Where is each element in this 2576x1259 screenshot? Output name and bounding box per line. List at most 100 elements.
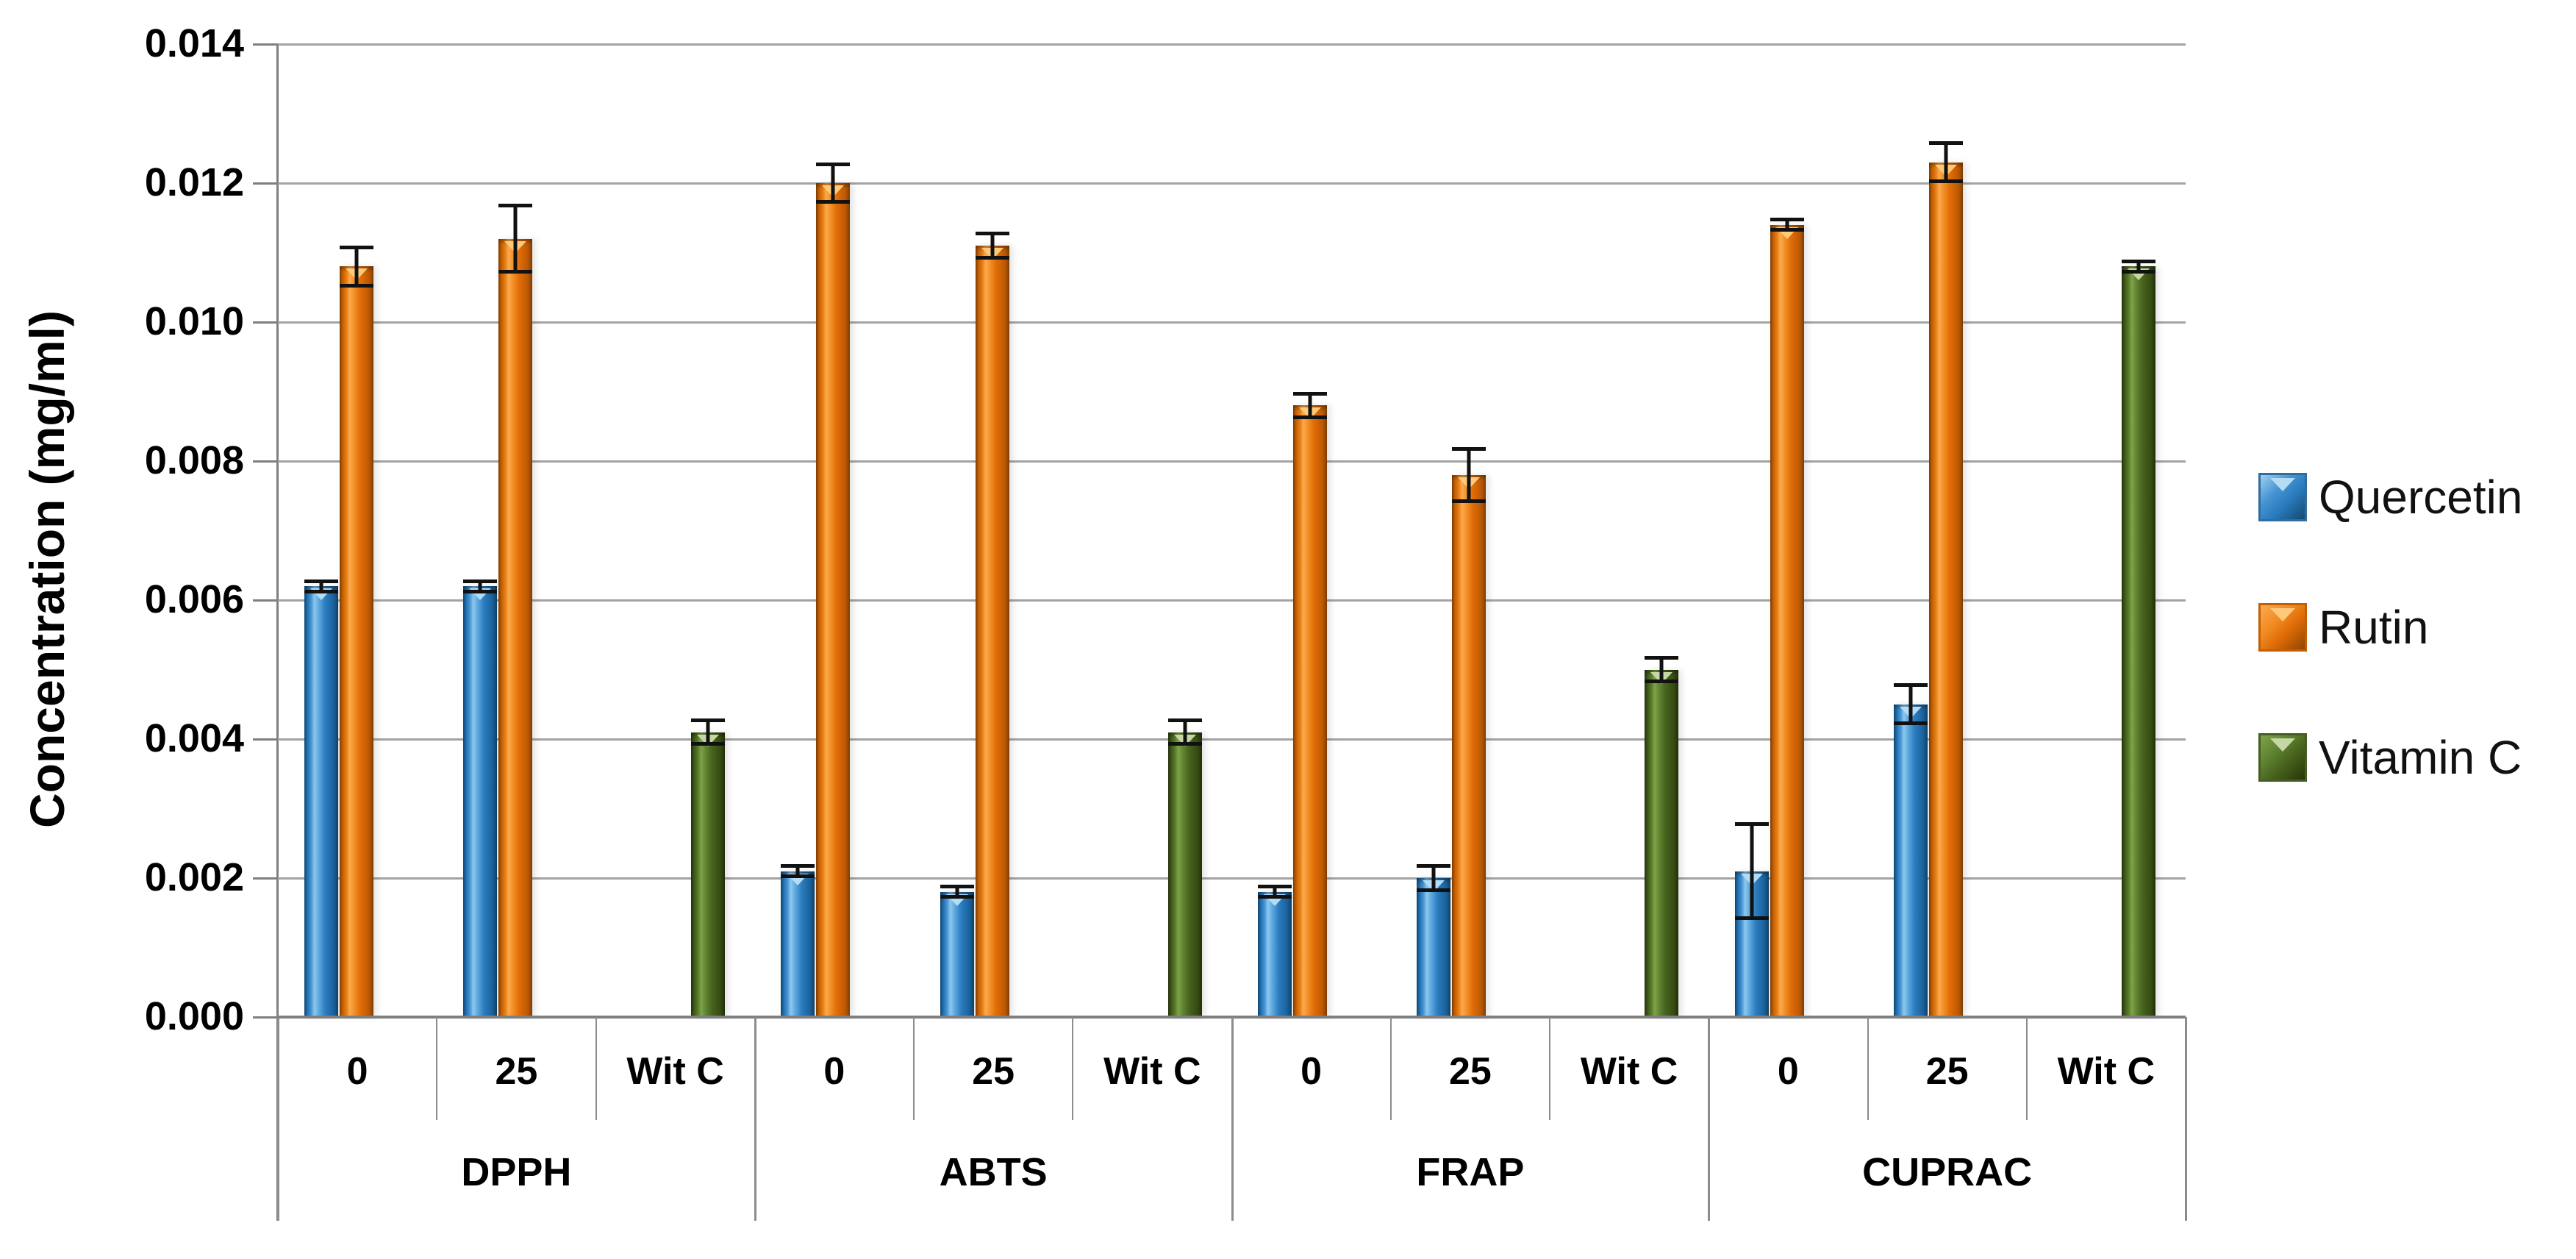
- error-bar: [781, 864, 815, 878]
- error-bar: [1452, 447, 1486, 503]
- gridline: [278, 599, 2186, 602]
- error-bar-cap-bottom: [975, 255, 1009, 260]
- legend-swatch-vitaminc: [2258, 733, 2307, 782]
- error-bar-line: [706, 718, 710, 746]
- error-bar: [1929, 141, 1964, 183]
- error-bar-cap-top: [1734, 822, 1769, 827]
- bar-quercetin-dpph-25: [462, 586, 497, 1017]
- y-axis-tick: [253, 43, 278, 46]
- y-tick-label: 0.014: [144, 21, 244, 65]
- bar-quercetin-dpph-0: [304, 586, 338, 1017]
- legend-swatch-quercetin: [2258, 473, 2307, 521]
- error-bar-line: [955, 885, 959, 899]
- bar-quercetin-abts-25: [940, 891, 974, 1017]
- legend-item-rutin: Rutin: [2258, 601, 2428, 654]
- error-bar-cap-top: [462, 579, 497, 583]
- bar-rutin-dpph-0: [339, 266, 373, 1017]
- error-bar: [1770, 218, 1804, 232]
- y-tick-label: 0.010: [144, 299, 244, 343]
- y-axis-tick: [253, 599, 278, 602]
- legend-swatch-rutin: [2258, 603, 2307, 652]
- x-axis-cell-divider: [1549, 1017, 1550, 1120]
- error-bar-cap-bottom: [940, 895, 974, 899]
- y-axis-tick: [253, 877, 278, 880]
- gridline: [278, 738, 2186, 741]
- legend-label: Rutin: [2319, 601, 2429, 654]
- y-tick-label: 0.004: [144, 716, 244, 760]
- error-bar: [1734, 822, 1769, 920]
- bar-quercetin-frap-25: [1417, 878, 1451, 1017]
- x-subcategory-label: 25: [1448, 1050, 1492, 1093]
- y-axis-line: [276, 44, 279, 1221]
- bar-quercetin-cuprac-25: [1894, 704, 1928, 1017]
- error-bar-line: [319, 579, 323, 593]
- error-bar-cap-top: [304, 579, 338, 583]
- error-bar-line: [1308, 391, 1312, 420]
- error-bar-line: [354, 246, 359, 288]
- error-bar: [498, 204, 532, 274]
- gridline: [278, 321, 2186, 324]
- x-axis-group-divider: [754, 1017, 756, 1221]
- error-bar-cap-bottom: [339, 283, 373, 288]
- x-subcategory-label: 0: [346, 1050, 368, 1093]
- error-bar-line: [1785, 218, 1789, 232]
- error-bar-line: [1750, 822, 1754, 920]
- bar-rutin-cuprac-25: [1929, 162, 1964, 1017]
- error-bar-cap-top: [1894, 683, 1928, 688]
- error-bar-cap-bottom: [1293, 415, 1328, 420]
- bar-rutin-frap-25: [1452, 474, 1486, 1017]
- x-group-label-frap: FRAP: [1416, 1150, 1525, 1194]
- error-bar-cap-top: [1258, 885, 1292, 889]
- x-subcategory-label: 0: [823, 1050, 845, 1093]
- error-bar: [1894, 683, 1928, 726]
- error-bar: [1293, 391, 1328, 420]
- y-tick-label: 0.012: [144, 160, 244, 204]
- error-bar-cap-top: [1645, 655, 1679, 660]
- error-bar-cap-bottom: [690, 742, 725, 746]
- error-bar-line: [795, 864, 800, 878]
- y-axis-tick: [253, 1016, 278, 1019]
- error-bar-cap-top: [940, 885, 974, 889]
- error-bar-line: [1659, 655, 1664, 684]
- error-bar: [1645, 655, 1679, 684]
- error-bar-line: [1944, 141, 1948, 183]
- error-bar: [975, 232, 1009, 260]
- bar-vitaminc-dpph-witc: [690, 732, 725, 1017]
- error-bar-cap-bottom: [1167, 742, 1202, 746]
- error-bar: [1167, 718, 1202, 746]
- x-subcategory-label: Wit C: [2057, 1050, 2155, 1093]
- error-bar-cap-bottom: [816, 200, 851, 204]
- error-bar-cap-bottom: [1734, 916, 1769, 920]
- x-axis-group-divider: [1231, 1017, 1234, 1221]
- y-axis-tick: [253, 321, 278, 324]
- error-bar-cap-bottom: [1929, 179, 1964, 183]
- bar-vitaminc-frap-witc: [1645, 669, 1679, 1017]
- gridline: [278, 460, 2186, 463]
- error-bar-cap-bottom: [1770, 228, 1804, 232]
- legend-swatch-highlight: [2270, 478, 2295, 491]
- legend-item-quercetin: Quercetin: [2258, 471, 2522, 524]
- x-group-label-cuprac: CUPRAC: [1862, 1150, 2033, 1194]
- gridline: [278, 877, 2186, 880]
- x-group-label-abts: ABTS: [939, 1150, 1048, 1194]
- y-tick-label: 0.006: [144, 577, 244, 621]
- error-bar-cap-bottom: [498, 269, 532, 274]
- error-bar: [339, 246, 373, 288]
- error-bar-cap-top: [690, 718, 725, 722]
- error-bar-cap-bottom: [2122, 269, 2156, 274]
- gridline: [278, 182, 2186, 185]
- error-bar-cap-top: [339, 246, 373, 250]
- legend-label: Quercetin: [2319, 471, 2523, 524]
- error-bar-line: [513, 204, 518, 274]
- error-bar-cap-bottom: [1894, 721, 1928, 726]
- bar-rutin-dpph-25: [498, 238, 532, 1017]
- error-bar-cap-bottom: [304, 589, 338, 593]
- error-bar-cap-bottom: [1417, 888, 1451, 892]
- x-group-label-dpph: DPPH: [461, 1150, 572, 1194]
- legend-swatch-highlight: [2270, 738, 2295, 752]
- x-subcategory-label: 25: [495, 1050, 538, 1093]
- y-axis-tick: [253, 738, 278, 741]
- error-bar-line: [2136, 259, 2141, 274]
- error-bar-line: [1908, 683, 1913, 726]
- error-bar-cap-bottom: [1645, 680, 1679, 684]
